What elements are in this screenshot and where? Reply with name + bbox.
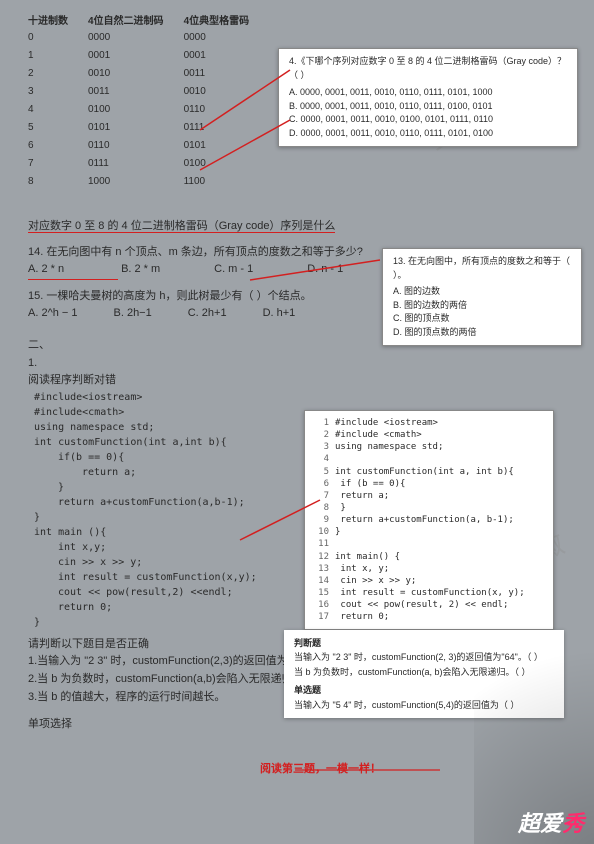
read-program-title: 阅读程序判断对错 (28, 372, 574, 390)
q4-opt-d: D. 0000, 0001, 0011, 0010, 0110, 0111, 0… (289, 127, 567, 141)
red-note: 阅读第三题，一模一样！ (260, 760, 381, 776)
q13-stem: 13. 在无向图中，所有顶点的度数之和等于（ ）。 (393, 255, 571, 282)
q15-opt-c: C. 2h+1 (188, 305, 227, 323)
q15-opt-b: B. 2h−1 (114, 305, 152, 323)
logo: 超爱秀 (518, 806, 584, 838)
q13-opt-a: A. 图的边数 (393, 285, 571, 299)
gray-code-question: 对应数字 0 至 8 的 4 位二进制格雷码（Gray code）序列是什么 (28, 220, 335, 233)
q13-opt-b: B. 图的边数的两倍 (393, 299, 571, 313)
col-binary: 4位自然二进制码 0000 0001 0010 0011 0100 0101 0… (88, 12, 164, 190)
q14-opt-b: B. 2 * m (121, 261, 211, 279)
q15-opt-d: D. h+1 (263, 305, 296, 323)
q4-opt-b: B. 0000, 0001, 0011, 0010, 0110, 0111, 0… (289, 100, 567, 114)
q13-opt-c: C. 图的顶点数 (393, 312, 571, 326)
q14-opt-c: C. m - 1 (214, 261, 304, 279)
q15-opt-a: A. 2^h − 1 (28, 305, 78, 323)
q4-stem: 4.《下哪个序列对应数字 0 至 8 的 4 位二进制格雷码（Gray code… (289, 55, 567, 82)
q4-opt-a: A. 0000, 0001, 0011, 0010, 0110, 0111, 0… (289, 86, 567, 100)
section-2-sub: 1. (28, 355, 574, 373)
gray-code-table: 十进制数 0 1 2 3 4 5 6 7 8 4位自然二进制码 0000 000… (28, 12, 288, 190)
corner-shadow (474, 584, 594, 844)
callout-q4: 4.《下哪个序列对应数字 0 至 8 的 4 位二进制格雷码（Gray code… (278, 48, 578, 147)
q14-opt-a: A. 2 * n (28, 261, 118, 280)
q13-opt-d: D. 图的顶点数的两倍 (393, 326, 571, 340)
q4-opt-c: C. 0000, 0001, 0011, 0010, 0100, 0101, 0… (289, 113, 567, 127)
col-decimal: 十进制数 0 1 2 3 4 5 6 7 8 (28, 12, 68, 190)
callout-q13: 13. 在无向图中，所有顶点的度数之和等于（ ）。 A. 图的边数 B. 图的边… (382, 248, 582, 346)
col-gray: 4位典型格雷码 0000 0001 0011 0010 0110 0111 01… (184, 12, 250, 190)
